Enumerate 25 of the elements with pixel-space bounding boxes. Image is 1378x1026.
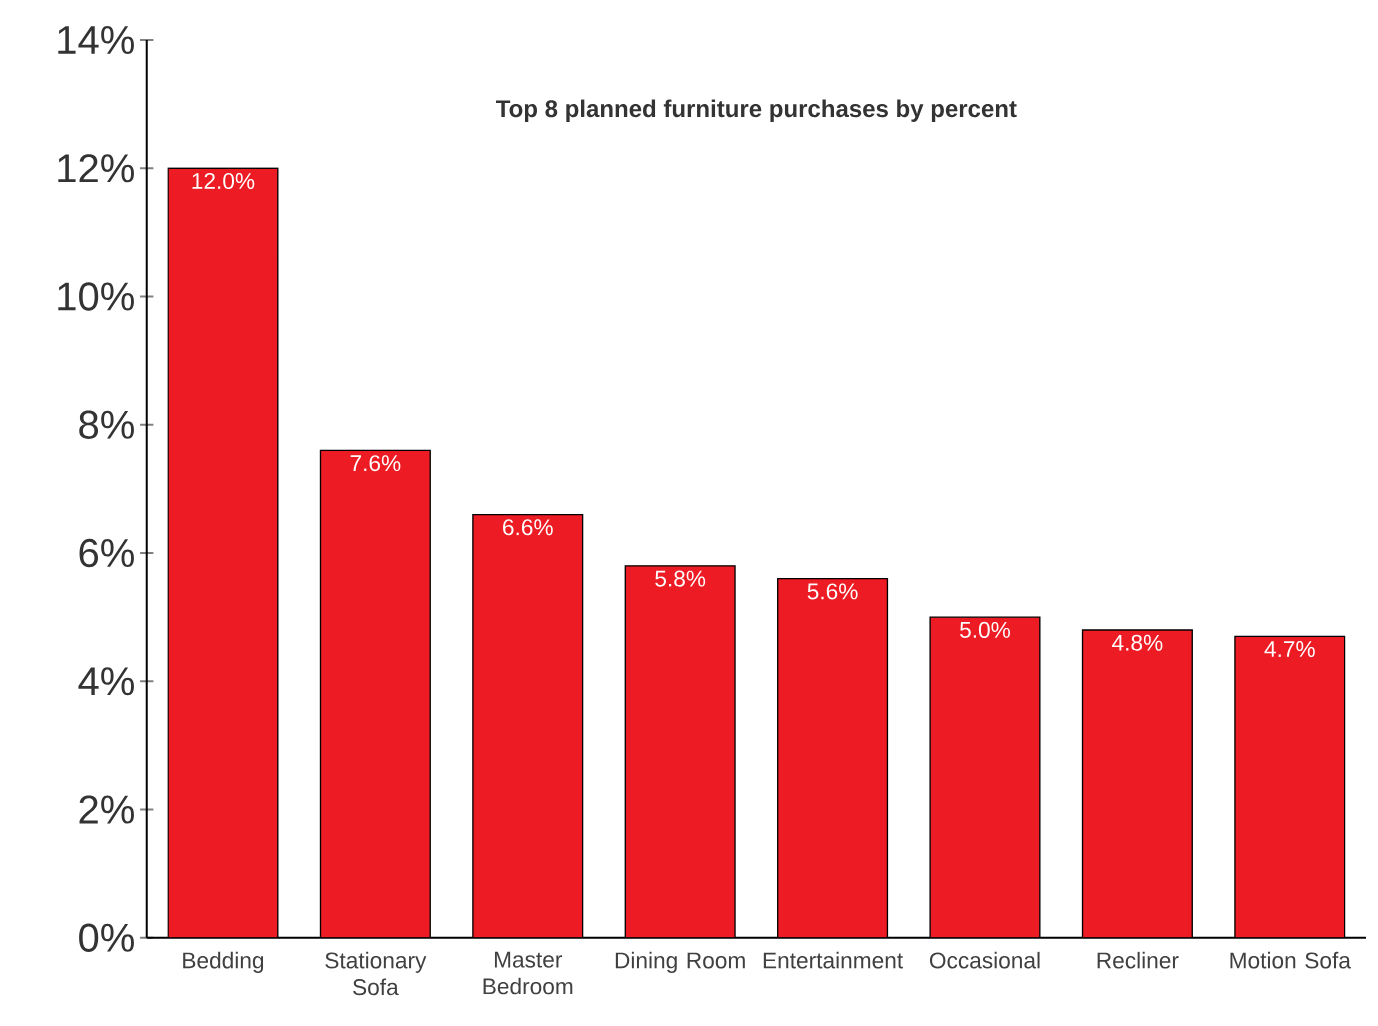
y-tick-label: 4% (78, 667, 134, 696)
data-label: 5.0% (960, 621, 1011, 639)
text: Top 8 planned furniture purchases by percent (496, 99, 1017, 123)
data-label: 4.7% (1264, 641, 1315, 658)
x-tick-label: Stationary Sofa (325, 951, 427, 996)
y-tick-label: 12% (58, 154, 134, 183)
y-tick-label: 2% (79, 795, 134, 824)
y-tick-label: 10% (58, 282, 134, 311)
y-tick-label: 0% (79, 923, 134, 953)
data-label: 5.6% (807, 583, 858, 600)
x-tick-label: Bedding (183, 951, 264, 974)
x-tick-label: Motion Sofa (1230, 951, 1351, 969)
y-tick-label: 8% (79, 410, 134, 440)
data-label: 12.0% (192, 173, 255, 190)
y-tick-label: 14% (58, 26, 134, 55)
data-label: 7.6% (350, 455, 401, 472)
x-tick-label: Occasional (929, 951, 1040, 969)
x-tick-label: Recliner (1097, 951, 1179, 969)
data-label: 6.6% (503, 519, 553, 536)
x-tick-label: Master Bedroom (483, 951, 573, 995)
data-label: 4.8% (1112, 634, 1163, 651)
x-tick-label: Dining Room (615, 951, 745, 974)
y-tick-label: 6% (79, 538, 134, 568)
x-tick-label: Entertainment (763, 951, 903, 969)
data-label: 5.8% (655, 570, 706, 587)
